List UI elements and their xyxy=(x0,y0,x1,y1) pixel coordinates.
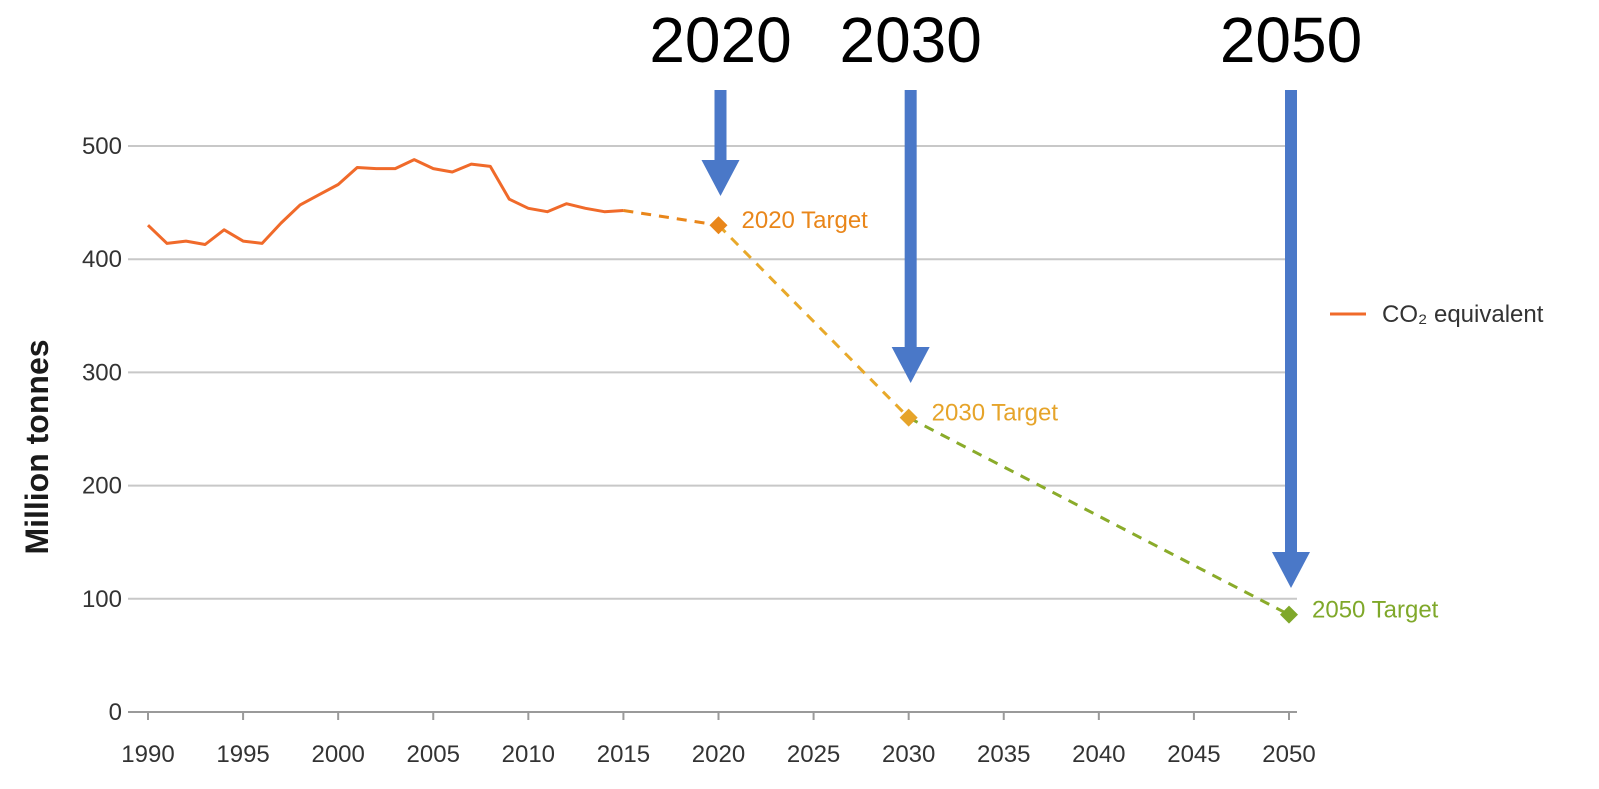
arrow-head-2020 xyxy=(701,160,740,196)
x-tick-label-2020: 2020 xyxy=(692,741,745,768)
y-tick-label-200: 200 xyxy=(82,473,122,500)
y-axis-title: Million tonnes xyxy=(19,339,55,554)
target-label-2050: 2050 Target xyxy=(1312,597,1439,624)
x-tick-label-2015: 2015 xyxy=(597,741,650,768)
year-heading-2030: 2030 xyxy=(839,4,981,76)
target-label-2020: 2020 Target xyxy=(742,207,869,234)
target-label-2030: 2030 Target xyxy=(932,400,1059,427)
x-tick-label-2050: 2050 xyxy=(1262,741,1315,768)
y-tick-label-100: 100 xyxy=(82,586,122,613)
heading-layer: 2020 2030 2050 xyxy=(649,4,1362,76)
y-tick-label-0: 0 xyxy=(109,699,122,726)
projection-line-1 xyxy=(717,224,910,419)
target-marker-2020 xyxy=(709,216,728,235)
legend-label: CO₂ equivalent xyxy=(1382,301,1544,328)
series-line-0 xyxy=(146,158,624,246)
x-tick-label-2035: 2035 xyxy=(977,741,1030,768)
target-marker-2030 xyxy=(899,408,918,427)
target-layer: 2020 Target 2030 Target 2050 Target xyxy=(709,207,1439,624)
projection-line-2 xyxy=(908,416,1290,616)
series-layer xyxy=(146,158,1290,616)
grid-layer xyxy=(128,145,1297,600)
projection-line-0 xyxy=(623,209,719,227)
y-tick-label-400: 400 xyxy=(82,246,122,273)
x-tick-label-1990: 1990 xyxy=(121,741,174,768)
x-tick-label-2000: 2000 xyxy=(311,741,364,768)
x-tick-label-2005: 2005 xyxy=(407,741,460,768)
year-heading-2050: 2050 xyxy=(1220,4,1362,76)
target-marker-2050 xyxy=(1280,605,1298,624)
x-tick-label-2030: 2030 xyxy=(882,741,935,768)
x-tick-label-2040: 2040 xyxy=(1072,741,1125,768)
arrow-layer xyxy=(701,90,1310,588)
x-tick-label-2010: 2010 xyxy=(502,741,555,768)
year-heading-2020: 2020 xyxy=(649,4,791,76)
axis-layer: 0 100 200 300 400 500 1990 1995 2000 2005 2010 2015… xyxy=(82,133,1316,768)
y-tick-label-300: 300 xyxy=(82,359,122,386)
arrow-head-2050 xyxy=(1272,552,1310,588)
x-tick-label-2045: 2045 xyxy=(1167,741,1220,768)
arrow-shaft-2030 xyxy=(904,90,917,347)
y-tick-label-500: 500 xyxy=(82,133,122,160)
x-tick-label-2025: 2025 xyxy=(787,741,840,768)
arrow-shaft-2050 xyxy=(1285,90,1297,552)
legend: CO₂ equivalent xyxy=(1330,301,1544,328)
arrow-shaft-2020 xyxy=(714,90,727,160)
x-tick-label-1995: 1995 xyxy=(216,741,269,768)
arrow-head-2030 xyxy=(891,347,930,383)
